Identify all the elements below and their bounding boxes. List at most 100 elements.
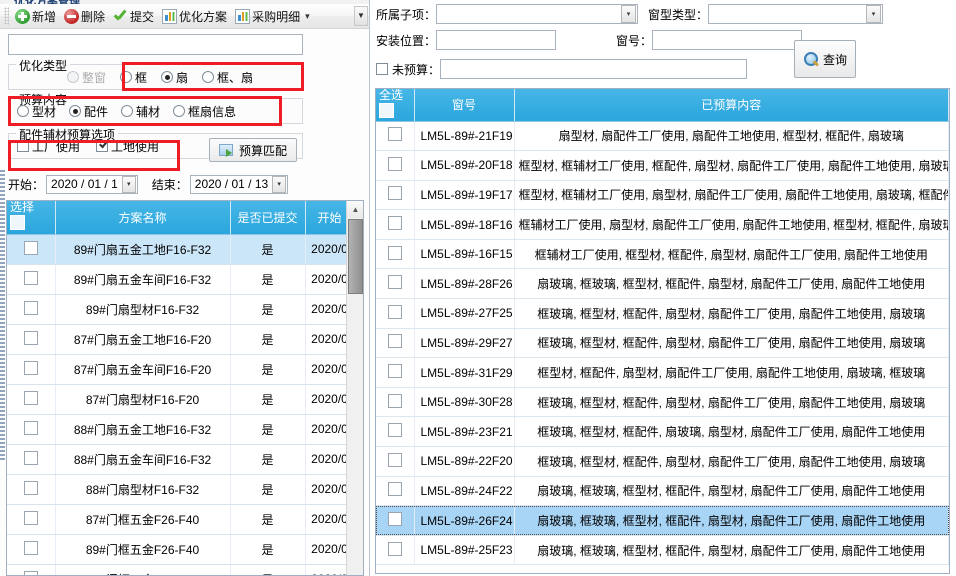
row-checkbox-cell[interactable]	[7, 264, 56, 295]
table-row[interactable]: 87#门扇五金工地F16-F20 是 2020/0	[7, 324, 355, 355]
radio-frame-and-sash[interactable]: 框、扇	[202, 69, 253, 86]
checkbox-icon[interactable]	[387, 541, 402, 556]
row-checkbox-cell[interactable]	[376, 121, 415, 152]
table-row[interactable]: LM5L-89#-26F24 扇玻璃, 框玻璃, 框型材, 框配件, 扇型材, 扇…	[376, 505, 949, 536]
row-checkbox-cell[interactable]	[7, 354, 56, 385]
checkbox-icon[interactable]	[387, 423, 402, 438]
checkbox-icon[interactable]	[387, 393, 402, 408]
checkbox-site-use[interactable]: 工地使用	[96, 138, 159, 155]
row-checkbox-cell[interactable]	[376, 268, 415, 300]
row-checkbox-cell[interactable]	[376, 298, 415, 329]
table-row[interactable]: 89#门扇型材F16-F32 是 2020/0	[7, 294, 355, 325]
row-checkbox-cell[interactable]	[376, 505, 415, 536]
toolbar-grip[interactable]	[4, 7, 9, 25]
purchase-detail-button[interactable]: 采购明细 ▾	[231, 6, 314, 27]
scrollbar-thumb[interactable]	[348, 219, 363, 294]
table-row[interactable]: LM5L-89#-19F17 框型材, 框辅材工厂使用, 扇型材, 扇配件工厂使用…	[376, 180, 949, 211]
plan-col-name[interactable]: 方案名称	[55, 201, 231, 235]
optimization-plan-button[interactable]: 优化方案	[158, 6, 231, 27]
table-row[interactable]: LM5L-89#-16F15 框辅材工厂使用, 框型材, 框配件, 扇型材, 扇配…	[376, 239, 949, 270]
end-date-picker[interactable]: 2020 / 01 / 13 ▾	[189, 174, 289, 194]
row-checkbox-cell[interactable]	[376, 239, 415, 270]
checkbox-icon[interactable]	[387, 127, 402, 142]
checkbox-icon[interactable]	[387, 334, 402, 349]
row-checkbox-cell[interactable]	[376, 328, 415, 359]
table-row[interactable]: LM5L-89#-24F22 扇玻璃, 框玻璃, 框型材, 框配件, 扇型材, 扇…	[376, 476, 949, 507]
chevron-down-icon[interactable]: ▾	[121, 175, 136, 193]
row-checkbox-cell[interactable]	[376, 387, 415, 418]
query-button[interactable]: 查询	[794, 40, 856, 78]
subitem-select[interactable]: ▾	[436, 4, 639, 24]
plan-col-submitted[interactable]: 是否已提交	[230, 201, 306, 235]
table-row[interactable]: LM5L-89#-27F25 框玻璃, 框型材, 框配件, 扇型材, 扇配件工厂使…	[376, 298, 949, 329]
table-row[interactable]: LM5L-89#-30F28 框玻璃, 框型材, 框配件, 扇型材, 扇配件工厂使…	[376, 387, 949, 418]
row-checkbox-cell[interactable]	[7, 384, 56, 415]
table-row[interactable]: 87#门扇型材F16-F20 是 2020/0	[7, 384, 355, 415]
row-checkbox-cell[interactable]	[7, 234, 56, 265]
table-row[interactable]: LM5L-89#-20F18 框型材, 框辅材工厂使用, 框配件, 扇型材, 扇配…	[376, 150, 949, 181]
select-all-checkbox[interactable]	[379, 103, 394, 118]
radio-profile[interactable]: 型材	[17, 103, 56, 120]
chevron-down-icon[interactable]: ▾	[866, 5, 882, 23]
checkbox-icon[interactable]	[23, 570, 38, 575]
radio-accessory[interactable]: 配件	[69, 103, 108, 120]
radio-frame-sash-info[interactable]: 框扇信息	[173, 103, 236, 120]
radio-whole-window[interactable]: 整窗	[67, 69, 106, 86]
winno-input[interactable]	[652, 30, 803, 50]
table-row[interactable]: 87#门扇五金车间F16-F20 是 2020/0	[7, 354, 355, 385]
checkbox-icon[interactable]	[23, 480, 38, 495]
unbudgeted-checkbox[interactable]	[376, 63, 388, 75]
row-checkbox-cell[interactable]	[376, 476, 415, 507]
select-all-checkbox[interactable]	[10, 215, 25, 230]
checkbox-icon[interactable]	[23, 360, 38, 375]
checkbox-icon[interactable]	[23, 450, 38, 465]
table-row[interactable]: 87#门框五金F26-F40 是 2020/0	[7, 504, 355, 535]
start-date-picker[interactable]: 2020 / 01 / 1 ▾	[46, 174, 138, 194]
checkbox-icon[interactable]	[23, 330, 38, 345]
add-button[interactable]: 新增	[11, 6, 60, 27]
table-row[interactable]: 89#门扇五金车间F16-F32 是 2020/0	[7, 264, 355, 295]
row-checkbox-cell[interactable]	[7, 414, 56, 445]
chevron-down-icon[interactable]: ▾	[272, 175, 287, 193]
delete-button[interactable]: 删除	[60, 6, 109, 27]
row-checkbox-cell[interactable]	[376, 209, 415, 240]
plan-table-scrollbar[interactable]: ▲	[346, 201, 363, 575]
table-row[interactable]: 89#门框五金F26-F40 是 2020/0	[7, 534, 355, 565]
checkbox-icon[interactable]	[387, 364, 402, 379]
checkbox-icon[interactable]	[23, 420, 38, 435]
row-checkbox-cell[interactable]	[376, 446, 415, 477]
chevron-down-icon[interactable]: ▾	[621, 5, 637, 23]
checkbox-icon[interactable]	[23, 240, 38, 255]
checkbox-icon[interactable]	[387, 216, 402, 231]
unbudgeted-input[interactable]	[440, 59, 748, 79]
checkbox-icon[interactable]	[387, 275, 402, 290]
radio-sash[interactable]: 扇	[161, 69, 188, 86]
budget-match-button[interactable]: 预算匹配	[209, 138, 297, 162]
row-checkbox-cell[interactable]	[376, 180, 415, 211]
row-checkbox-cell[interactable]	[7, 324, 56, 355]
checkbox-icon[interactable]	[23, 540, 38, 555]
row-checkbox-cell[interactable]	[376, 416, 415, 448]
location-input[interactable]	[436, 30, 557, 50]
checkbox-icon[interactable]	[23, 390, 38, 405]
table-row[interactable]: LM5L-89#-28F26 扇玻璃, 框玻璃, 框型材, 框配件, 扇型材, 扇…	[376, 268, 949, 300]
row-checkbox-cell[interactable]	[376, 535, 415, 566]
table-row[interactable]: LM5L-89#-23F21 框玻璃, 框型材, 框配件, 扇玻璃, 扇型材, 扇…	[376, 416, 949, 448]
radio-frame[interactable]: 框	[120, 69, 147, 86]
checkbox-icon[interactable]	[387, 512, 402, 527]
table-row[interactable]: 89#门扇五金工地F16-F32 是 2020/0	[7, 234, 355, 265]
scroll-up-icon[interactable]: ▲	[347, 201, 363, 218]
checkbox-icon[interactable]	[23, 510, 38, 525]
table-row[interactable]: LM5L-89#-21F19 扇型材, 扇配件工厂使用, 扇配件工地使用, 框型材…	[376, 121, 949, 152]
chevron-down-icon[interactable]: ▾	[305, 10, 310, 21]
checkbox-icon[interactable]	[387, 156, 402, 171]
checkbox-icon[interactable]	[387, 304, 402, 319]
row-checkbox-cell[interactable]	[7, 294, 56, 325]
checkbox-icon[interactable]	[387, 452, 402, 467]
checkbox-icon[interactable]	[387, 186, 402, 201]
table-row[interactable]: LM5L-89#-31F29 框型材, 框配件, 扇型材, 扇配件工厂使用, 扇配…	[376, 357, 949, 388]
table-row[interactable]: LM5L-89#-22F20 框玻璃, 框型材, 框配件, 扇型材, 扇配件工厂使…	[376, 446, 949, 477]
table-row[interactable]: LM5L-89#-29F27 框玻璃, 框型材, 框配件, 扇型材, 扇配件工厂使…	[376, 328, 949, 359]
table-row[interactable]: LM5L-89#-18F16 框辅材工厂使用, 扇型材, 扇配件工厂使用, 扇配件…	[376, 209, 949, 240]
